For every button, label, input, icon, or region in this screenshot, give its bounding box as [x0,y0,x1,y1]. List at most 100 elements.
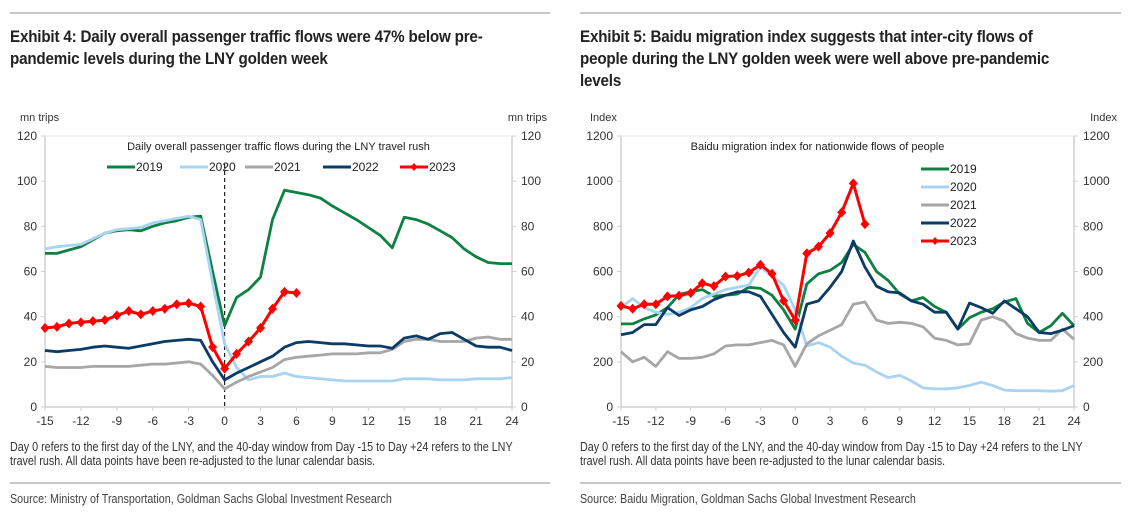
data-point-2023 [184,298,194,309]
y-tick-label-left: 80 [24,219,38,233]
series-line-2022 [44,331,513,382]
y-tick-label-right: 600 [1083,265,1103,279]
y-tick-label-right: 1000 [1083,174,1110,188]
data-point-2023 [160,303,170,314]
source-line: Source: Ministry of Transportation, Gold… [10,492,392,506]
legend-label-2019: 2019 [136,160,163,174]
data-point-2023 [196,301,206,312]
y-tick-label-left: 120 [17,129,37,143]
data-point-2023 [709,281,719,292]
right-axis-unit: Index [1090,112,1117,124]
y-tick-label-right: 1200 [1083,129,1110,143]
series-line-2023 [620,181,867,322]
data-point-2023 [674,290,684,301]
exhibit-title: Exhibit 5: Baidu migration index suggest… [580,28,1050,90]
data-point-2023 [744,267,754,278]
data-point-2023 [268,303,278,314]
right-axis-unit: mn trips [508,112,548,124]
y-tick-label-left: 0 [30,400,37,414]
x-tick-label: 12 [928,414,942,428]
series-line-2020 [44,214,513,383]
data-point-2023 [651,299,661,310]
x-tick-label: 9 [329,414,336,428]
series-line-2021 [620,300,1075,368]
legend-marker-2023 [931,237,939,245]
legend-marker-2023 [410,163,418,171]
left-axis-unit: Index [590,112,617,124]
top-divider [10,12,550,14]
series-line-2021 [44,335,512,391]
x-tick-label: -3 [183,414,194,428]
y-tick-label-right: 100 [521,174,541,188]
y-tick-label-left: 200 [593,355,613,369]
data-point-2023 [100,315,110,326]
legend-label-2020: 2020 [950,180,977,194]
data-point-2023 [291,287,301,298]
chart-note: Day 0 refers to the first day of the LNY… [580,440,1083,468]
x-tick-label: 21 [1032,414,1046,428]
x-tick-label: -6 [720,414,731,428]
x-tick-label: -9 [112,414,123,428]
data-point-2023 [88,316,98,327]
source-line: Source: Baidu Migration, Goldman Sachs G… [580,492,916,506]
data-point-2023 [124,306,134,317]
y-tick-label-left: 400 [593,310,613,324]
data-point-2023 [279,286,289,297]
top-divider [580,12,1121,14]
y-tick-label-left: 800 [593,219,613,233]
y-tick-label-left: 0 [606,400,613,414]
x-tick-label: 0 [221,414,228,428]
legend-label-2022: 2022 [352,160,379,174]
chart-inner-title: Daily overall passenger traffic flows du… [127,141,430,153]
data-point-2023 [220,363,230,374]
data-point-2023 [628,303,638,314]
data-point-2023 [802,248,812,259]
y-tick-label-right: 80 [521,219,535,233]
data-point-2023 [64,318,74,329]
x-tick-label: 9 [896,414,903,428]
series-line-2023 [44,290,297,371]
y-tick-label-left: 100 [17,174,37,188]
data-point-2023 [40,322,50,333]
x-tick-label: 6 [862,414,869,428]
y-tick-label-right: 800 [1083,219,1103,233]
legend-label-2019: 2019 [950,162,977,176]
legend-label-2023: 2023 [950,234,977,248]
y-tick-label-left: 40 [24,310,38,324]
y-tick-label-right: 60 [521,265,535,279]
legend-label-2022: 2022 [950,216,977,230]
x-tick-label: 3 [827,414,834,428]
y-tick-label-right: 40 [521,310,535,324]
x-tick-label: 0 [792,414,799,428]
legend-label-2020: 2020 [209,160,236,174]
exhibit-title: Exhibit 4: Daily overall passenger traff… [10,28,483,68]
x-tick-label: -15 [612,414,630,428]
x-tick-label: 12 [362,414,376,428]
data-point-2023 [112,310,122,321]
x-tick-label: 21 [469,414,483,428]
data-point-2023 [790,315,800,326]
data-point-2023 [779,295,789,306]
x-tick-label: 24 [505,414,519,428]
data-point-2023 [136,309,146,320]
series-line-2022 [620,239,1075,349]
data-point-2023 [208,342,218,353]
x-tick-label: 24 [1067,414,1081,428]
bottom-divider [10,482,550,484]
x-tick-label: 6 [293,414,300,428]
data-point-2023 [767,268,777,279]
x-tick-label: 15 [963,414,977,428]
x-tick-label: -15 [36,414,54,428]
x-tick-label: -12 [647,414,665,428]
data-point-2023 [732,271,742,282]
y-tick-label-left: 1000 [586,174,613,188]
data-point-2023 [697,278,707,289]
x-tick-label: 15 [398,414,412,428]
y-tick-label-left: 60 [24,265,38,279]
x-tick-label: 18 [998,414,1012,428]
data-point-2023 [616,300,626,311]
data-point-2023 [148,306,158,317]
data-point-2023 [52,321,62,332]
data-point-2023 [825,228,835,239]
